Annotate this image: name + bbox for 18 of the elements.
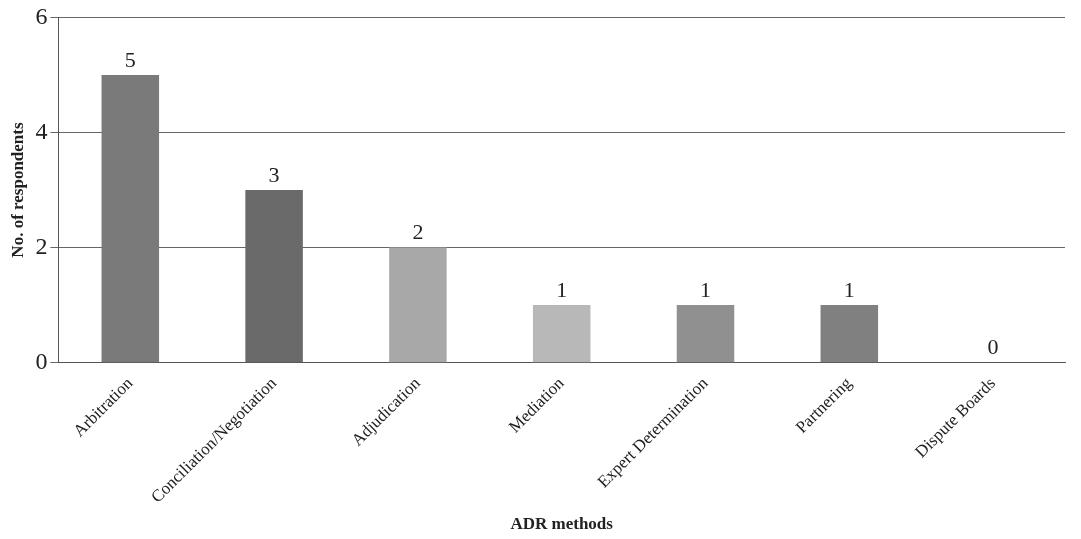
- y-tick-label: 4: [35, 117, 48, 144]
- bar: [389, 247, 447, 363]
- bar: [532, 305, 591, 363]
- y-tick-label: 2: [35, 232, 48, 259]
- data-label: 2: [412, 219, 424, 245]
- data-label: 1: [843, 276, 855, 302]
- y-axis-title: No. of respondents: [7, 122, 27, 258]
- x-axis-title: ADR methods: [510, 514, 614, 534]
- y-tick-label: 0: [35, 347, 48, 374]
- bar: [101, 74, 160, 363]
- data-label: 5: [124, 46, 136, 72]
- bar: [820, 305, 879, 363]
- data-label: 3: [268, 161, 280, 187]
- y-tick-label: 6: [35, 2, 48, 29]
- data-label: 1: [700, 276, 711, 302]
- data-label: 1: [556, 276, 568, 302]
- bar: [676, 305, 735, 363]
- data-label: 0: [987, 334, 999, 360]
